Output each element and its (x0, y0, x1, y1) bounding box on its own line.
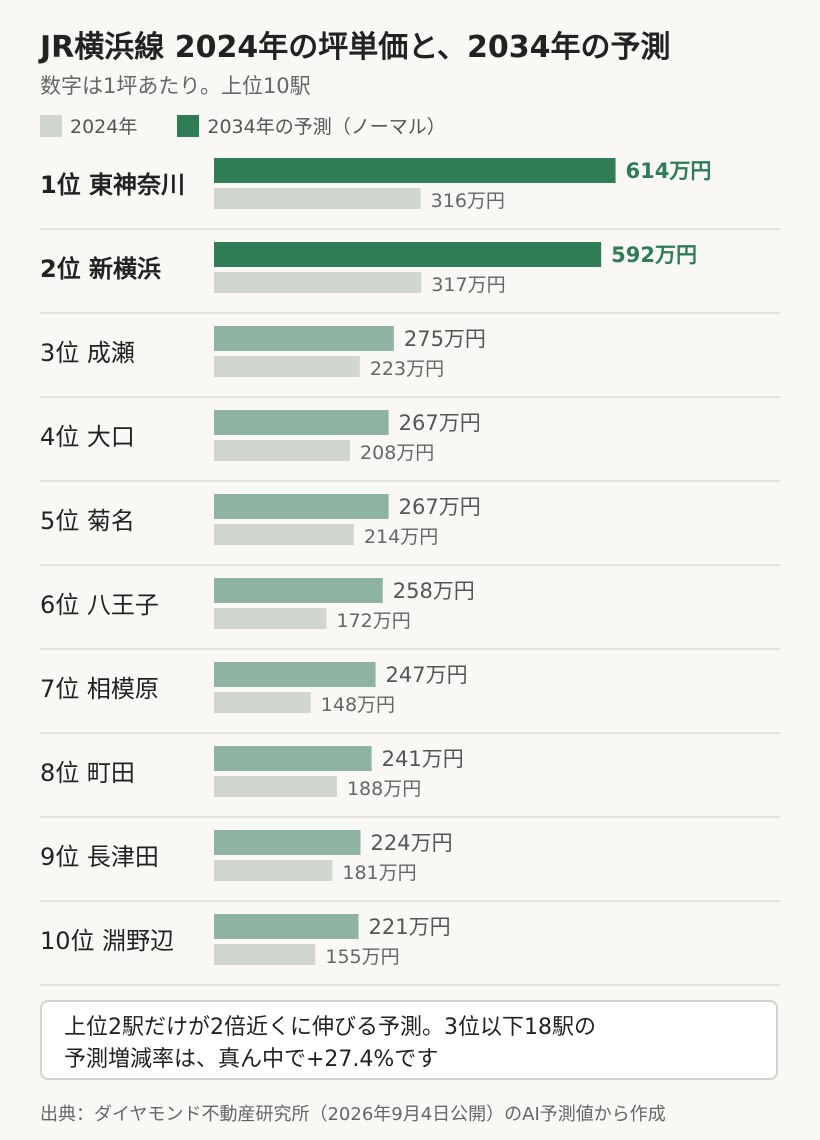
category-label: 1位 東神奈川 (40, 171, 185, 199)
bar-2024 (214, 356, 360, 377)
bar-2024 (214, 944, 316, 965)
data-label-2024: 208万円 (360, 442, 434, 464)
data-label-2034: 275万円 (404, 327, 486, 351)
bar-2024 (214, 608, 327, 629)
bar-2024 (214, 188, 421, 209)
bar-2024 (214, 272, 422, 293)
category-label: 6位 八王子 (40, 591, 159, 619)
category-label: 9位 長津田 (40, 843, 159, 871)
data-label-2024: 214万円 (364, 526, 438, 548)
bar-chart: 1位 東神奈川 614万円 316万円 2位 新横浜 592万円 317万円 3位 成瀬 27… (40, 158, 780, 986)
bar-2024 (214, 776, 337, 797)
category-label: 4位 大口 (40, 423, 135, 451)
data-label-2024: 188万円 (347, 778, 421, 800)
bar-2034 (214, 326, 394, 351)
legend-item-2034: 2034年の予測（ノーマル） (177, 112, 446, 139)
legend-label-2034: 2034年の予測（ノーマル） (207, 116, 446, 138)
bar-2034 (214, 662, 376, 687)
data-label-2024: 155万円 (325, 946, 399, 968)
bar-2024 (214, 860, 333, 881)
data-label-2034: 247万円 (386, 663, 468, 687)
data-label-2034: 221万円 (369, 915, 451, 939)
data-label-2024: 316万円 (431, 190, 505, 212)
data-label-2034: 592万円 (611, 243, 697, 267)
legend: 2024年 2034年の予測（ノーマル） (40, 112, 486, 139)
data-label-2024: 172万円 (336, 610, 410, 632)
data-label-2034: 224万円 (370, 831, 452, 855)
bar-2024 (214, 524, 354, 545)
legend-item-2024: 2024年 (40, 112, 137, 139)
bar-2034 (214, 494, 389, 519)
category-label: 5位 菊名 (40, 507, 135, 535)
bar-2034 (214, 578, 383, 603)
note-line-1: 上位2駅だけが2倍近くに伸びる予測。3位以下18駅の (64, 1015, 596, 1040)
category-label: 8位 町田 (40, 759, 135, 787)
data-label-2034: 267万円 (399, 411, 481, 435)
category-label: 7位 相模原 (40, 675, 159, 703)
category-label: 2位 新横浜 (40, 255, 161, 283)
bar-2034 (214, 830, 361, 855)
legend-swatch-2024 (40, 114, 62, 137)
data-label-2034: 258万円 (393, 579, 475, 603)
legend-label-2024: 2024年 (70, 116, 138, 138)
legend-swatch-2034 (177, 114, 200, 137)
data-label-2024: 181万円 (342, 862, 416, 884)
data-label-2024: 223万円 (370, 358, 444, 380)
bar-2024 (214, 440, 351, 461)
bar-2034 (214, 410, 389, 435)
category-label: 3位 成瀬 (40, 339, 135, 367)
data-label-2034: 267万円 (399, 495, 481, 519)
note-box: 上位2駅だけが2倍近くに伸びる予測。3位以下18駅の 予測増減率は、真ん中で+2… (40, 1000, 778, 1080)
bar-2034 (214, 746, 372, 771)
data-label-2024: 148万円 (321, 694, 395, 716)
bar-2034 (214, 158, 616, 183)
data-label-2034: 241万円 (382, 747, 464, 771)
source-text: 出典：ダイヤモンド不動産研究所（2026年9月4日公開）のAI予測値から作成 (40, 1104, 666, 1125)
chart-subtitle: 数字は1坪あたり。上位10駅 (40, 74, 311, 98)
note-line-2: 予測増減率は、真ん中で+27.4%です (64, 1047, 439, 1072)
chart-title: JR横浜線 2024年の坪単価と、2034年の予測 (40, 30, 671, 65)
data-label-2024: 317万円 (431, 274, 505, 296)
category-label: 10位 淵野辺 (40, 927, 174, 955)
data-label-2034: 614万円 (626, 159, 712, 183)
bar-2034 (214, 242, 602, 267)
bar-2034 (214, 914, 359, 939)
bar-2024 (214, 692, 311, 713)
